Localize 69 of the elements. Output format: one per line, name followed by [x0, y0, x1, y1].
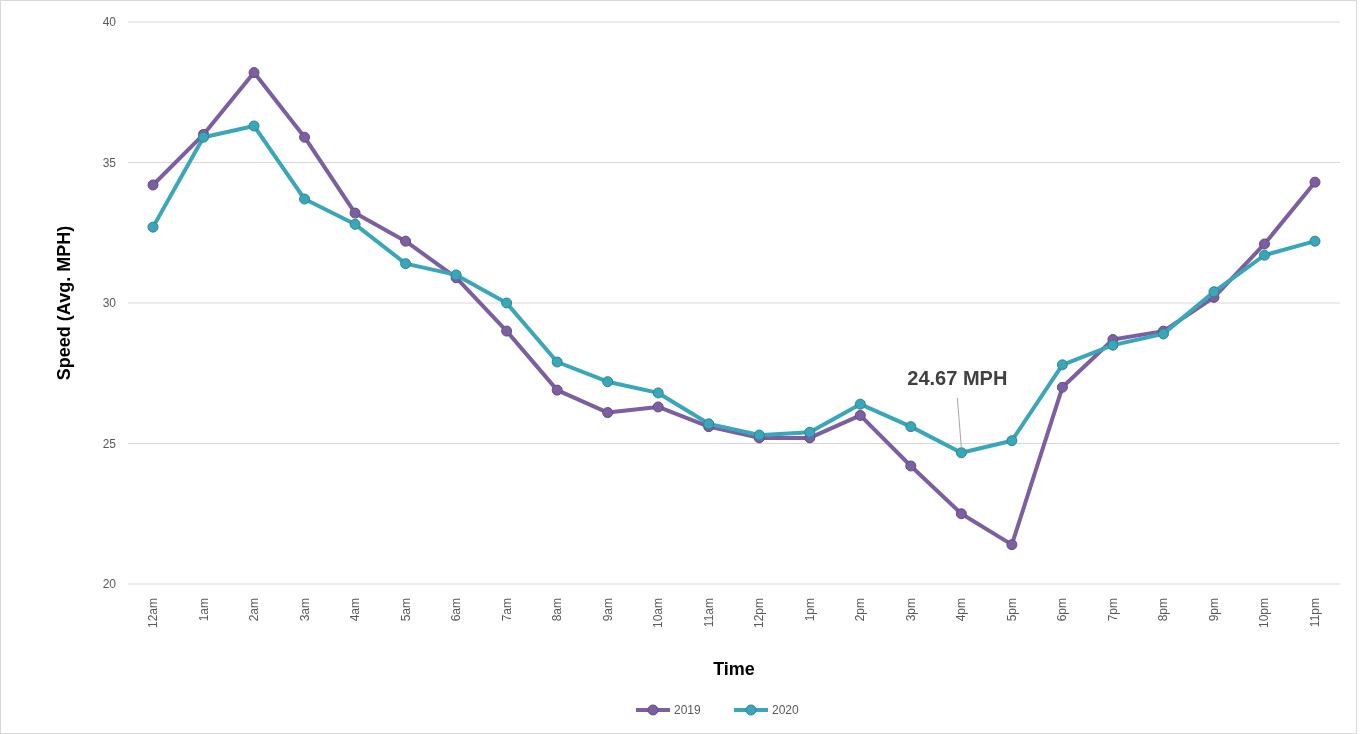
point [905, 460, 917, 472]
point [1258, 238, 1270, 250]
x-tick-label: 1pm [802, 598, 817, 622]
x-tick-label: 1am [196, 598, 211, 622]
point [147, 221, 159, 233]
point [248, 120, 260, 132]
annotation: 24.67 MPH [907, 366, 1008, 389]
point [551, 356, 563, 368]
point [1309, 235, 1321, 247]
x-tick-label: 7pm [1105, 598, 1120, 622]
point [854, 398, 866, 410]
point [854, 409, 866, 421]
x-axis-title: Time [713, 659, 755, 679]
x-tick-label: 8am [550, 598, 565, 622]
point [349, 207, 361, 219]
point [602, 407, 614, 419]
x-tick-label: 5pm [1004, 598, 1019, 622]
point [299, 131, 311, 143]
y-tick-label: 20 [102, 577, 117, 592]
point [804, 426, 816, 438]
point [905, 421, 917, 433]
x-tick-label: 2pm [853, 598, 868, 622]
x-tick-label: 9pm [1206, 598, 1221, 622]
point [1107, 339, 1119, 351]
point [652, 387, 664, 399]
x-tick-label: 4pm [954, 598, 969, 622]
x-tick-label: 10am [651, 598, 666, 629]
point [1258, 249, 1270, 261]
point [955, 508, 967, 520]
point [955, 447, 967, 459]
point [1006, 539, 1018, 551]
point [1056, 359, 1068, 371]
point [1006, 435, 1018, 447]
point [147, 179, 159, 191]
y-tick-label: 35 [102, 155, 117, 170]
x-tick-label: 12am [146, 598, 160, 629]
x-tick-label: 2am [247, 598, 262, 622]
x-tick-label: 4am [348, 598, 363, 622]
x-tick-label: 9am [600, 598, 615, 622]
point [349, 218, 361, 230]
y-tick-label: 25 [102, 436, 117, 451]
point [1056, 381, 1068, 393]
legend-label: 2019 [674, 703, 702, 718]
point [400, 235, 412, 247]
point [299, 193, 311, 205]
legend-label: 2020 [772, 703, 800, 718]
point [602, 376, 614, 388]
x-tick-label: 6am [449, 598, 464, 622]
point [501, 325, 513, 337]
point [652, 401, 664, 413]
point [248, 67, 260, 79]
x-tick-label: 3am [297, 598, 312, 622]
x-tick-label: 8pm [1156, 598, 1171, 622]
y-axis-title: Speed (Avg. MPH) [54, 225, 74, 381]
x-tick-label: 11pm [1308, 598, 1322, 628]
point [551, 384, 563, 396]
x-tick-label: 5am [398, 598, 413, 622]
x-tick-label: 7am [499, 598, 514, 622]
point [501, 297, 513, 309]
x-tick-label: 3pm [903, 598, 918, 622]
x-tick-label: 11am [701, 598, 716, 628]
y-tick-label: 40 [102, 15, 117, 30]
point [1309, 176, 1321, 188]
point [1208, 286, 1220, 298]
y-tick-label: 30 [102, 296, 117, 311]
x-tick-label: 10pm [1257, 598, 1272, 629]
point [400, 258, 412, 270]
x-tick-label: 6pm [1055, 598, 1070, 622]
x-tick-label: 12pm [752, 598, 767, 629]
